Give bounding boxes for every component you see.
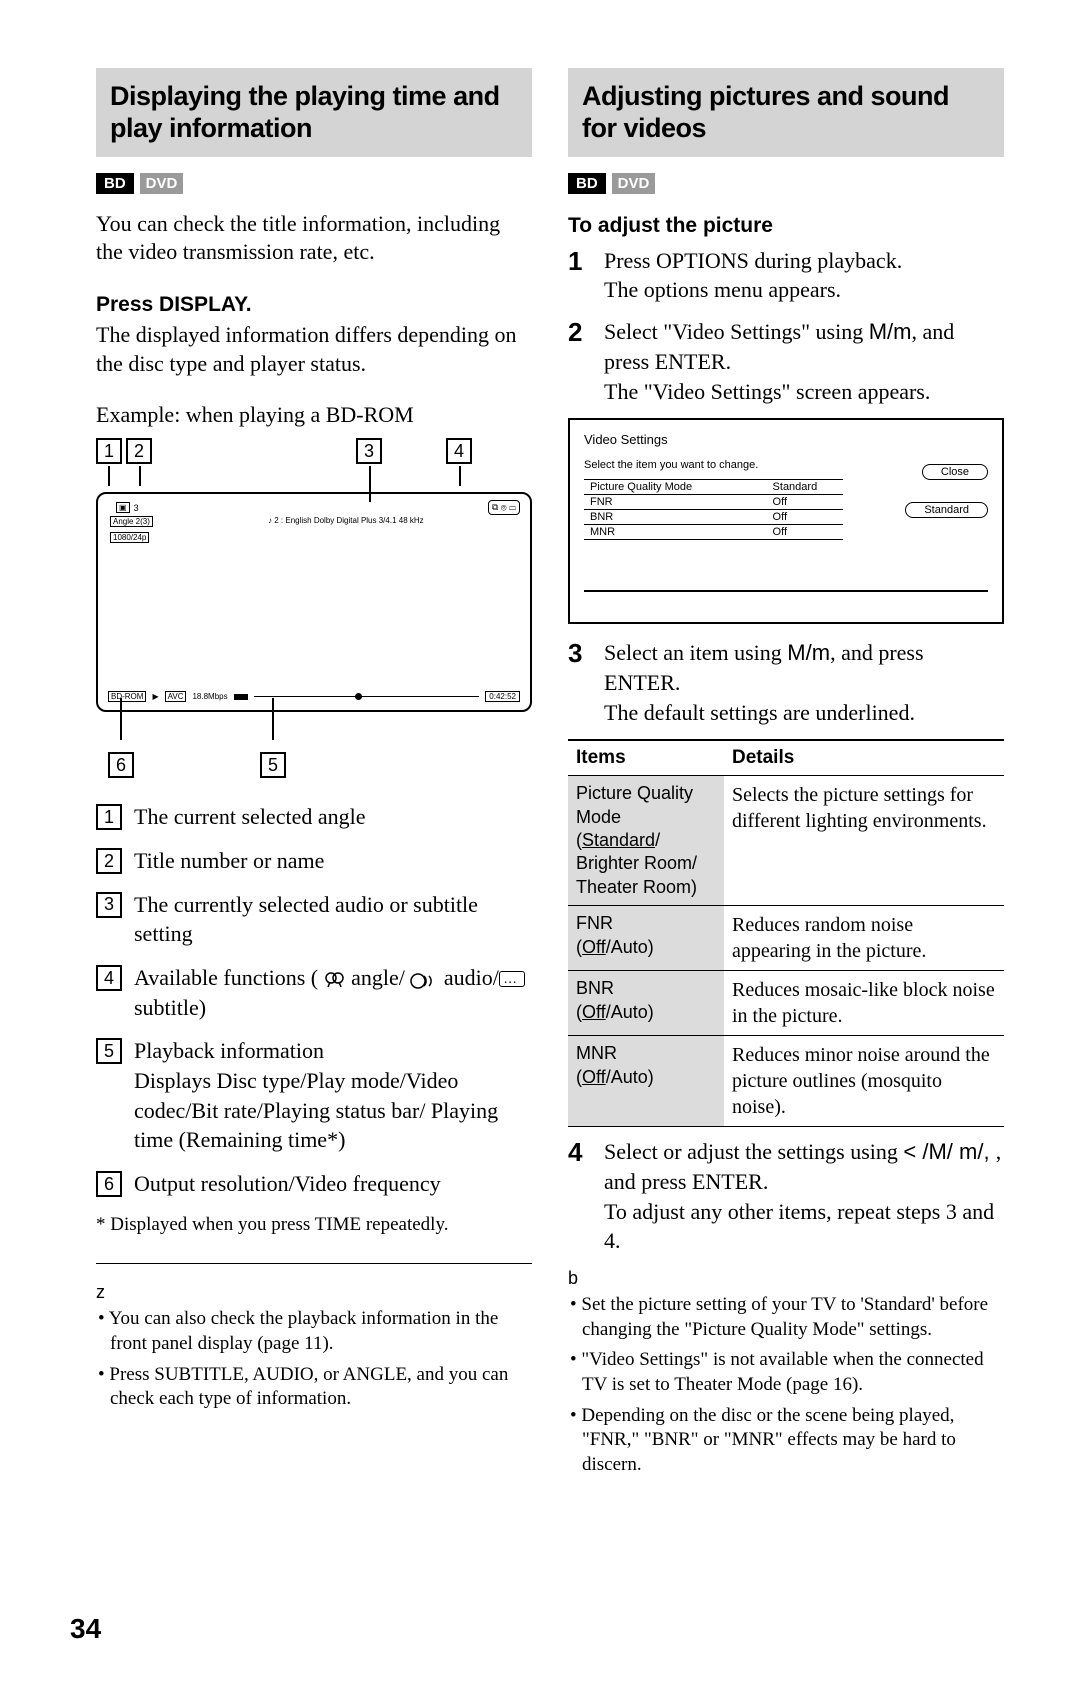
function-icons: ⧉ ⦾ ▭ bbox=[488, 500, 520, 515]
left-column: Displaying the playing time and play inf… bbox=[96, 68, 532, 1484]
tip-marker: z bbox=[96, 1282, 532, 1303]
callout-2: 2 bbox=[126, 438, 152, 464]
note-marker-b: b bbox=[568, 1268, 1004, 1289]
screen-title-num: 3 bbox=[134, 503, 139, 513]
badge-bd-r: BD bbox=[568, 173, 606, 194]
callout-4: 4 bbox=[446, 438, 472, 464]
legend-1: The current selected angle bbox=[134, 802, 532, 832]
pill-standard: Standard bbox=[905, 502, 988, 518]
row-pqm-item: Picture Quality Mode(Standard/Brighter R… bbox=[568, 776, 724, 906]
codec: AVC bbox=[165, 691, 187, 702]
row-mnr-detail: Reduces minor noise around the picture o… bbox=[724, 1036, 1004, 1127]
badge-dvd-r: DVD bbox=[612, 173, 656, 194]
steps: 1 Press OPTIONS during playback. The opt… bbox=[568, 246, 1004, 406]
step-num-2: 2 bbox=[568, 317, 590, 406]
step-3-text: Select an item using M/m, and press ENTE… bbox=[604, 638, 1004, 727]
row-mnr-item: MNR(Off/Auto) bbox=[568, 1036, 724, 1127]
row-pqm-detail: Selects the picture settings for differe… bbox=[724, 776, 1004, 906]
screen-illustration: ▣ 3 Angle 2(3) 1080/24p ♪ 2 : English Do… bbox=[96, 492, 532, 712]
vs-title: Video Settings bbox=[584, 432, 988, 447]
callout-1: 1 bbox=[96, 438, 122, 464]
legend-6: Output resolution/Video frequency bbox=[134, 1169, 532, 1199]
b-note-3: Depending on the disc or the scene being… bbox=[582, 1404, 1004, 1478]
screen-audio: ♪ 2 : English Dolby Digital Plus 3/4.1 4… bbox=[268, 516, 424, 525]
divider bbox=[96, 1263, 532, 1264]
legend-2: Title number or name bbox=[134, 846, 532, 876]
badge-bd: BD bbox=[96, 173, 134, 194]
badges-left: BD DVD bbox=[96, 173, 532, 194]
badges-right: BD DVD bbox=[568, 173, 1004, 194]
callout-3: 3 bbox=[356, 438, 382, 464]
screen-angle: Angle 2(3) bbox=[110, 516, 153, 527]
b-note-2: "Video Settings" is not available when t… bbox=[582, 1348, 1004, 1397]
adjust-picture-heading: To adjust the picture bbox=[568, 214, 1004, 238]
callout-6: 6 bbox=[108, 752, 134, 778]
row-bnr-detail: Reduces mosaic-like block noise in the p… bbox=[724, 971, 1004, 1036]
th-items: Items bbox=[568, 740, 724, 776]
display-diagram: 1 2 3 4 ▣ 3 Angle 2(3) 1080/24p ♪ 2 : En… bbox=[96, 438, 532, 780]
step-2-text: Select "Video Settings" using M/m, and p… bbox=[604, 317, 1004, 406]
callout-5: 5 bbox=[260, 752, 286, 778]
step-4-text: Select or adjust the settings using < /M… bbox=[604, 1137, 1004, 1256]
numbered-legend: 1The current selected angle 2Title numbe… bbox=[96, 802, 532, 1199]
page-number: 34 bbox=[70, 1613, 101, 1645]
footnote: * Displayed when you press TIME repeated… bbox=[96, 1213, 532, 1238]
th-details: Details bbox=[724, 740, 1004, 776]
tip-2: Press SUBTITLE, AUDIO, or ANGLE, and you… bbox=[110, 1363, 532, 1412]
b-notes: Set the picture setting of your TV to 'S… bbox=[568, 1293, 1004, 1478]
badge-dvd: DVD bbox=[140, 173, 184, 194]
video-settings-screenshot: Video Settings Select the item you want … bbox=[568, 418, 1004, 624]
example-label: Example: when playing a BD-ROM bbox=[96, 402, 532, 428]
right-column: Adjusting pictures and sound for videos … bbox=[568, 68, 1004, 1484]
step-1-text: Press OPTIONS during playback. The optio… bbox=[604, 246, 1004, 305]
right-heading: Adjusting pictures and sound for videos bbox=[568, 68, 1004, 157]
b-note-1: Set the picture setting of your TV to 'S… bbox=[582, 1293, 1004, 1342]
legend-5: Playback information Displays Disc type/… bbox=[134, 1036, 532, 1155]
row-fnr-item: FNR(Off/Auto) bbox=[568, 906, 724, 971]
row-fnr-detail: Reduces random noise appearing in the pi… bbox=[724, 906, 1004, 971]
content-columns: Displaying the playing time and play inf… bbox=[96, 68, 1004, 1484]
press-display-body: The displayed information differs depend… bbox=[96, 321, 532, 378]
intro-text: You can check the title information, inc… bbox=[96, 210, 532, 267]
legend-4: Available functions ( angle/ audio/ subt… bbox=[134, 963, 532, 1022]
disc-type: BD-ROM bbox=[108, 691, 146, 702]
left-heading: Displaying the playing time and play inf… bbox=[96, 68, 532, 157]
legend-3: The currently selected audio or subtitle… bbox=[134, 890, 532, 949]
tips-list: You can also check the playback informat… bbox=[96, 1307, 532, 1412]
play-time: 0:42:52 bbox=[485, 691, 520, 702]
bitrate: 18.8Mbps bbox=[192, 692, 227, 701]
tip-1: You can also check the playback informat… bbox=[110, 1307, 532, 1356]
settings-table: Items Details Picture Quality Mode(Stand… bbox=[568, 739, 1004, 1127]
screen-resolution: 1080/24p bbox=[110, 532, 149, 543]
row-bnr-item: BNR(Off/Auto) bbox=[568, 971, 724, 1036]
press-display-heading: Press DISPLAY. bbox=[96, 293, 532, 317]
step-num-4: 4 bbox=[568, 1137, 590, 1256]
pill-close: Close bbox=[922, 464, 988, 480]
step-num-1: 1 bbox=[568, 246, 590, 305]
step-num-3: 3 bbox=[568, 638, 590, 727]
